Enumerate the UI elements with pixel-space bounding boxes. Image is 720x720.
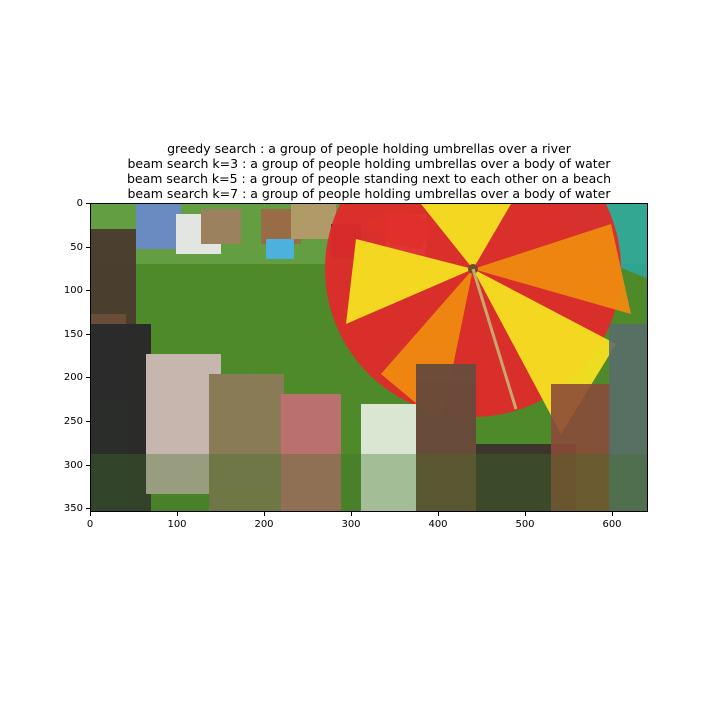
- y-tick-200: [86, 377, 90, 378]
- y-tick-label-200: 200: [63, 372, 83, 383]
- caption-line-2: beam search k=3 : a group of people hold…: [127, 156, 611, 171]
- y-tick-50: [86, 247, 90, 248]
- caption-line-3: beam search k=5 : a group of people stan…: [126, 171, 612, 186]
- y-tick-label-250: 250: [63, 416, 83, 427]
- x-tick-100: [177, 512, 178, 516]
- x-tick-300: [351, 512, 352, 516]
- x-tick-200: [264, 512, 265, 516]
- y-tick-label-100: 100: [63, 285, 83, 296]
- x-tick-label-500: 500: [515, 519, 535, 530]
- x-tick-label-300: 300: [341, 519, 361, 530]
- y-tick-label-350: 350: [63, 503, 83, 514]
- x-tick-400: [438, 512, 439, 516]
- x-tick-0: [90, 512, 91, 516]
- x-tick-label-100: 100: [167, 519, 187, 530]
- caption-line-4: beam search k=7 : a group of people hold…: [127, 186, 611, 201]
- image-axes: [90, 203, 648, 512]
- x-tick-label-400: 400: [428, 519, 448, 530]
- y-tick-350: [86, 508, 90, 509]
- y-tick-300: [86, 465, 90, 466]
- y-tick-label-0: 0: [76, 198, 83, 209]
- y-tick-label-150: 150: [63, 329, 83, 340]
- y-tick-250: [86, 421, 90, 422]
- x-tick-label-200: 200: [254, 519, 274, 530]
- y-tick-100: [86, 290, 90, 291]
- x-tick-600: [612, 512, 613, 516]
- y-tick-label-300: 300: [63, 460, 83, 471]
- photo-of-people-on-grass-with-umbrella-icon: [91, 204, 647, 511]
- x-tick-label-600: 600: [602, 519, 622, 530]
- y-tick-0: [86, 203, 90, 204]
- caption-line-1: greedy search : a group of people holdin…: [167, 141, 571, 156]
- y-tick-150: [86, 334, 90, 335]
- x-tick-label-0: 0: [86, 519, 94, 530]
- y-tick-label-50: 50: [70, 242, 83, 253]
- x-tick-500: [525, 512, 526, 516]
